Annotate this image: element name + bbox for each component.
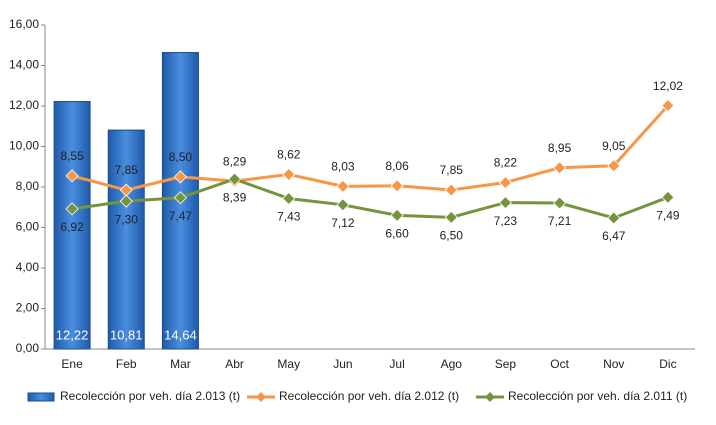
legend-label: Recolección por veh. día 2.011 (t) — [508, 389, 687, 403]
x-tick-label: Mar — [170, 357, 191, 371]
marker — [228, 172, 242, 186]
marker — [607, 211, 621, 225]
data-label: 7,30 — [115, 212, 139, 226]
data-label: 6,60 — [385, 227, 409, 241]
data-label: 12,02 — [653, 79, 683, 93]
x-tick-label: Oct — [550, 357, 569, 371]
y-tick-label: 10,00 — [9, 139, 39, 153]
marker — [390, 208, 404, 222]
y-tick-label: 8,00 — [16, 179, 40, 193]
bar — [107, 129, 145, 350]
x-tick-label: May — [277, 357, 300, 371]
marker — [607, 159, 621, 173]
data-label: 6,92 — [60, 220, 84, 234]
marker — [553, 161, 567, 175]
marker — [119, 194, 133, 208]
y-tick-label: 16,00 — [9, 17, 39, 31]
data-label: 7,12 — [331, 216, 355, 230]
data-label: 9,05 — [602, 139, 626, 153]
x-tick-label: Abr — [225, 357, 244, 371]
data-label: 6,47 — [602, 229, 626, 243]
data-label: 8,03 — [331, 160, 355, 174]
marker — [661, 190, 675, 204]
marker — [444, 183, 458, 197]
marker — [444, 210, 458, 224]
data-label: 8,95 — [548, 141, 572, 155]
data-label: 8,22 — [494, 156, 518, 170]
data-label: 7,47 — [169, 209, 193, 223]
marker — [336, 179, 350, 193]
bar-label: 10,81 — [110, 327, 143, 342]
y-tick-label: 2,00 — [16, 301, 40, 315]
data-label: 8,55 — [60, 149, 84, 163]
x-tick-label: Ago — [441, 357, 463, 371]
data-label: 7,43 — [277, 210, 301, 224]
marker — [498, 196, 512, 210]
legend-label: Recolección por veh. día 2.012 (t) — [279, 389, 459, 403]
marker — [282, 191, 296, 206]
marker — [282, 167, 296, 182]
data-label: 8,62 — [277, 148, 301, 162]
data-label: 7,85 — [440, 163, 464, 177]
x-tick-label: Jun — [333, 357, 352, 371]
marker — [173, 191, 187, 205]
data-label: 8,29 — [223, 154, 247, 168]
x-tick-label: Dic — [659, 357, 676, 371]
x-tick-label: Feb — [116, 357, 137, 371]
bar-label: 12,22 — [56, 327, 89, 342]
marker — [65, 202, 79, 216]
legend-label: Recolección por veh. día 2.013 (t) — [60, 389, 240, 403]
y-tick-label: 14,00 — [9, 58, 39, 72]
x-tick-label: Jul — [389, 357, 404, 371]
legend-marker — [256, 392, 266, 402]
data-label: 7,21 — [548, 214, 572, 228]
y-tick-label: 12,00 — [9, 98, 39, 112]
y-tick-label: 0,00 — [16, 341, 40, 355]
marker — [390, 179, 404, 193]
marker — [336, 198, 350, 212]
data-label: 6,50 — [440, 229, 464, 243]
data-label: 7,85 — [115, 163, 139, 177]
x-tick-label: Ene — [61, 357, 83, 371]
line — [71, 177, 669, 220]
marker — [498, 175, 512, 190]
marker — [553, 196, 567, 210]
marker — [661, 99, 675, 113]
data-label: 8,39 — [223, 190, 247, 204]
legend-swatch — [27, 392, 55, 402]
bar-label: 14,64 — [164, 327, 197, 342]
line — [71, 104, 670, 192]
data-label: 7,23 — [494, 214, 518, 228]
y-tick-label: 4,00 — [16, 260, 40, 274]
data-label: 8,06 — [385, 159, 409, 173]
bar — [53, 101, 91, 350]
marker — [173, 170, 187, 184]
data-label: 8,50 — [169, 150, 193, 164]
x-tick-label: Nov — [603, 357, 624, 371]
y-tick-label: 6,00 — [16, 220, 40, 234]
x-tick-label: Sep — [495, 357, 517, 371]
data-label: 7,49 — [656, 208, 680, 222]
marker — [65, 169, 79, 183]
legend-marker — [485, 392, 495, 402]
